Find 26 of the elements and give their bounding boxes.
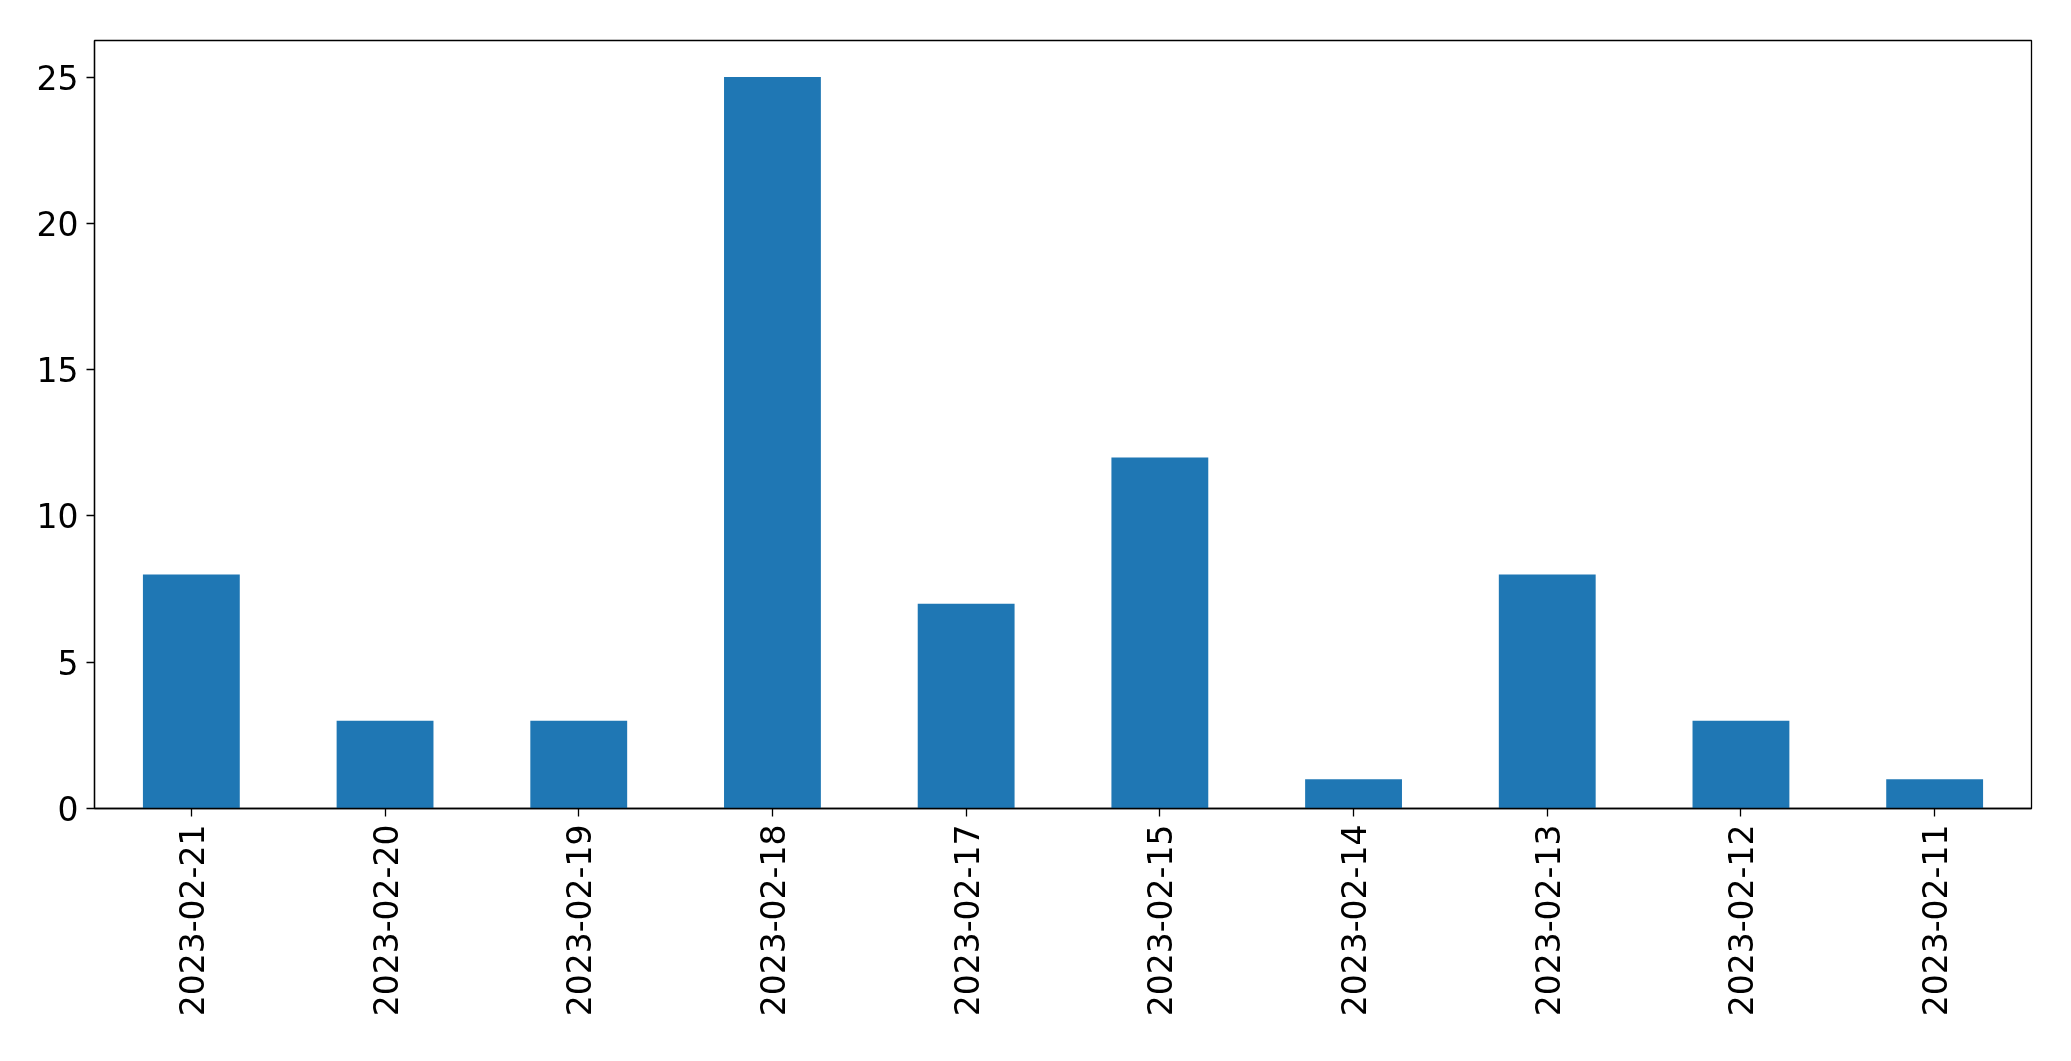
bar <box>530 720 628 809</box>
bar <box>1305 779 1402 809</box>
y-tick-label: 10 <box>36 497 79 537</box>
x-tick-label: 2023-02-14 <box>1335 824 1375 1017</box>
x-tick-label: 2023-02-13 <box>1528 824 1568 1017</box>
bar <box>336 720 434 809</box>
x-tick-label: 2023-02-20 <box>366 824 406 1017</box>
x-tick-label: 2023-02-15 <box>1141 824 1181 1017</box>
x-tick-label: 2023-02-18 <box>753 824 793 1017</box>
x-tick-label: 2023-02-11 <box>1916 824 1956 1017</box>
bar <box>142 574 240 809</box>
x-tick-label: 2023-02-12 <box>1722 824 1762 1017</box>
y-tick-label: 15 <box>36 351 79 391</box>
y-tick-label: 5 <box>57 643 79 683</box>
bar <box>917 603 1015 809</box>
y-tick-label: 25 <box>36 58 79 98</box>
x-tick-label: 2023-02-17 <box>947 824 987 1017</box>
bar <box>724 77 821 809</box>
y-tick-label: 20 <box>36 204 79 244</box>
x-tick-label: 2023-02-19 <box>560 824 600 1017</box>
bar <box>1692 720 1790 809</box>
bar <box>1111 457 1209 809</box>
bar <box>1886 779 1984 809</box>
y-tick-label: 0 <box>57 790 79 829</box>
x-tick-label: 2023-02-21 <box>172 824 212 1017</box>
bar <box>1498 574 1596 809</box>
